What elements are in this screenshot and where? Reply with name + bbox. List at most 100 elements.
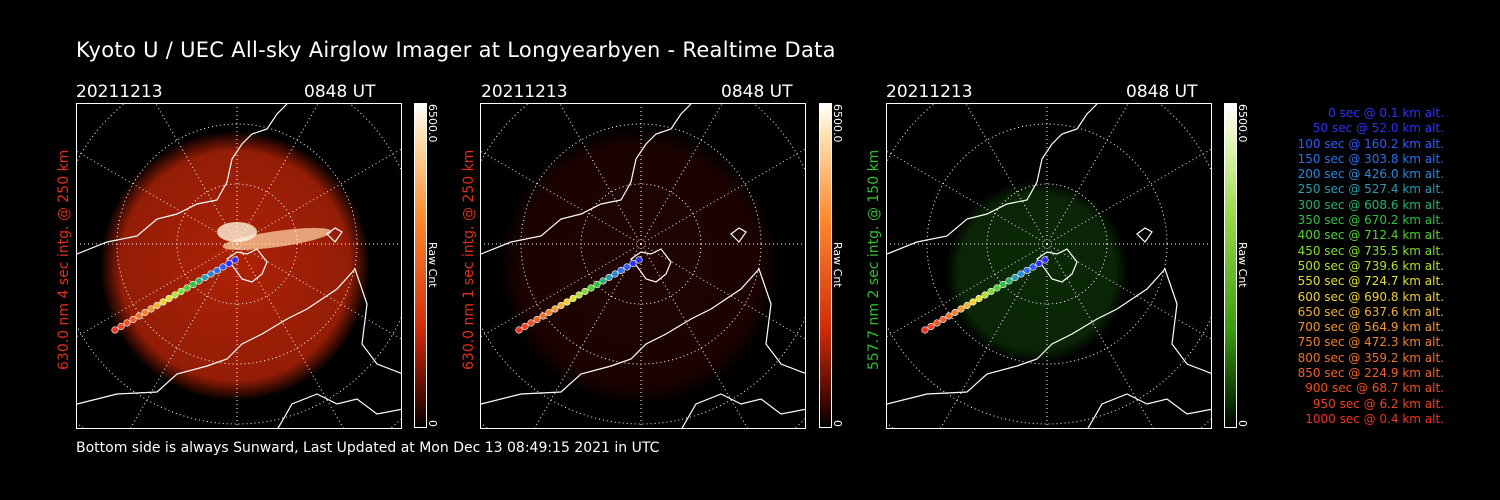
coastline bbox=[326, 227, 343, 243]
trajectory-marker bbox=[599, 277, 607, 285]
panel-3-colorbar bbox=[1224, 103, 1237, 428]
trajectory-legend: 0 sec @ 0.1 km alt. 50 sec @ 52.0 km alt.… bbox=[1262, 106, 1444, 427]
legend-row: 50 sec @ 52.0 km alt. bbox=[1312, 121, 1444, 136]
legend-row: 0 sec @ 0.1 km alt. bbox=[1328, 106, 1444, 120]
trajectory-marker bbox=[587, 284, 595, 292]
legend-row: 550 sec @ 724.7 km alt. bbox=[1297, 274, 1444, 289]
airglow-disk bbox=[499, 126, 779, 406]
airglow-disk bbox=[945, 180, 1129, 364]
trajectory-marker bbox=[1005, 277, 1013, 285]
panel-1-side-label: 630.0 nm 4 sec intg. @ 250 km bbox=[56, 149, 72, 370]
trajectory-marker bbox=[975, 294, 983, 303]
trajectory-marker bbox=[969, 298, 977, 306]
trajectory-marker bbox=[123, 319, 131, 327]
trajectory-marker bbox=[569, 294, 577, 303]
coastline bbox=[730, 227, 747, 243]
trajectory-marker bbox=[957, 305, 965, 313]
trajectory-marker bbox=[515, 326, 523, 334]
coastline bbox=[226, 248, 268, 283]
page-title: Kyoto U / UEC All-sky Airglow Imager at … bbox=[76, 38, 836, 62]
trajectory-marker bbox=[533, 315, 541, 324]
panel-1-colorbar bbox=[414, 103, 427, 428]
panel-3-colorbar-unit: Raw Cnt bbox=[1236, 242, 1249, 288]
coastline bbox=[481, 104, 692, 255]
panel-1-colorbar-unit: Raw Cnt bbox=[426, 242, 439, 288]
trajectory-marker bbox=[527, 319, 535, 327]
trajectory-marker bbox=[575, 291, 583, 299]
legend-row: 900 sec @ 68.7 km alt. bbox=[1305, 381, 1444, 396]
trajectory-marker bbox=[213, 266, 221, 275]
coastline bbox=[1036, 248, 1078, 283]
coastline bbox=[681, 393, 805, 428]
legend-row: 500 sec @ 739.6 km alt. bbox=[1297, 258, 1444, 273]
trajectory-marker bbox=[1029, 263, 1037, 271]
legend-row: 300 sec @ 608.6 km alt. bbox=[1297, 197, 1444, 212]
legend-row: 650 sec @ 637.6 km alt. bbox=[1297, 304, 1444, 319]
legend-row: 1000 sec @ 0.4 km alt. bbox=[1305, 411, 1444, 426]
panel-1-colorbar-max: 6500.0 bbox=[426, 104, 439, 143]
trajectory-marker bbox=[225, 259, 233, 268]
aurora-arc bbox=[222, 227, 332, 251]
trajectory-marker bbox=[981, 291, 989, 299]
trajectory-marker bbox=[1011, 273, 1019, 282]
trajectory-marker bbox=[177, 287, 185, 296]
footer-note: Bottom side is always Sunward, Last Upda… bbox=[76, 440, 660, 456]
coastline bbox=[887, 104, 1098, 255]
trajectory-marker bbox=[207, 270, 215, 278]
trajectory-marker bbox=[219, 263, 227, 271]
trajectory-marker bbox=[117, 322, 125, 331]
trajectory-marker bbox=[111, 326, 119, 334]
trajectory-marker bbox=[933, 319, 941, 327]
panel-3-colorbar-min: 0 bbox=[1236, 420, 1249, 427]
trajectory-marker bbox=[939, 315, 947, 324]
trajectory-marker bbox=[963, 301, 971, 310]
panel-2-colorbar-unit: Raw Cnt bbox=[831, 242, 844, 288]
trajectory-marker bbox=[611, 270, 619, 278]
panel-2-colorbar-min: 0 bbox=[831, 420, 844, 427]
trajectory-marker bbox=[1041, 256, 1049, 264]
trajectory-marker bbox=[135, 312, 143, 320]
panel-2-colorbar bbox=[819, 103, 832, 428]
panel-1-image bbox=[76, 103, 402, 429]
trajectory-marker bbox=[153, 301, 161, 310]
trajectory-marker bbox=[539, 312, 547, 320]
trajectory-marker bbox=[141, 308, 149, 317]
trajectory-marker bbox=[171, 291, 179, 299]
panel-1-colorbar-min: 0 bbox=[426, 420, 439, 427]
trajectory-marker bbox=[951, 308, 959, 317]
coastline bbox=[1087, 393, 1211, 428]
panel-3-side-label: 557.7 nm 2 sec intg. @ 150 km bbox=[866, 149, 882, 370]
legend-row: 100 sec @ 160.2 km alt. bbox=[1297, 136, 1444, 151]
trajectory-marker bbox=[551, 305, 559, 313]
panel-2-time: 0848 UT bbox=[721, 82, 793, 102]
legend-row: 400 sec @ 712.4 km alt. bbox=[1297, 228, 1444, 243]
trajectory-marker bbox=[147, 305, 155, 313]
legend-row: 200 sec @ 426.0 km alt. bbox=[1297, 167, 1444, 182]
trajectory-marker bbox=[159, 298, 167, 306]
panel-1-date: 20211213 bbox=[76, 82, 163, 102]
panel-2-date: 20211213 bbox=[481, 82, 568, 102]
trajectory-marker bbox=[563, 298, 571, 306]
legend-row: 450 sec @ 735.5 km alt. bbox=[1297, 243, 1444, 258]
trajectory-marker bbox=[623, 263, 631, 271]
panel-3-time: 0848 UT bbox=[1126, 82, 1198, 102]
coastline bbox=[1136, 227, 1153, 243]
trajectory-marker bbox=[1023, 266, 1031, 275]
trajectory-marker bbox=[999, 280, 1007, 289]
coastline bbox=[481, 267, 805, 405]
trajectory-marker bbox=[987, 287, 995, 296]
coastline bbox=[77, 104, 288, 255]
legend-row: 950 sec @ 6.2 km alt. bbox=[1312, 396, 1444, 411]
legend-row: 700 sec @ 564.9 km alt. bbox=[1297, 320, 1444, 335]
panel-2-side-label: 630.0 nm 1 sec intg. @ 250 km bbox=[461, 149, 477, 370]
legend-row: 850 sec @ 224.9 km alt. bbox=[1297, 366, 1444, 381]
trajectory-marker bbox=[557, 301, 565, 310]
panel-3-colorbar-max: 6500.0 bbox=[1236, 104, 1249, 143]
trajectory-marker bbox=[129, 315, 137, 324]
coastline bbox=[77, 267, 401, 405]
trajectory-marker bbox=[593, 280, 601, 289]
panel-2-image bbox=[480, 103, 806, 429]
trajectory-marker bbox=[635, 256, 643, 264]
trajectory-marker bbox=[581, 287, 589, 296]
legend-row: 350 sec @ 670.2 km alt. bbox=[1297, 213, 1444, 228]
